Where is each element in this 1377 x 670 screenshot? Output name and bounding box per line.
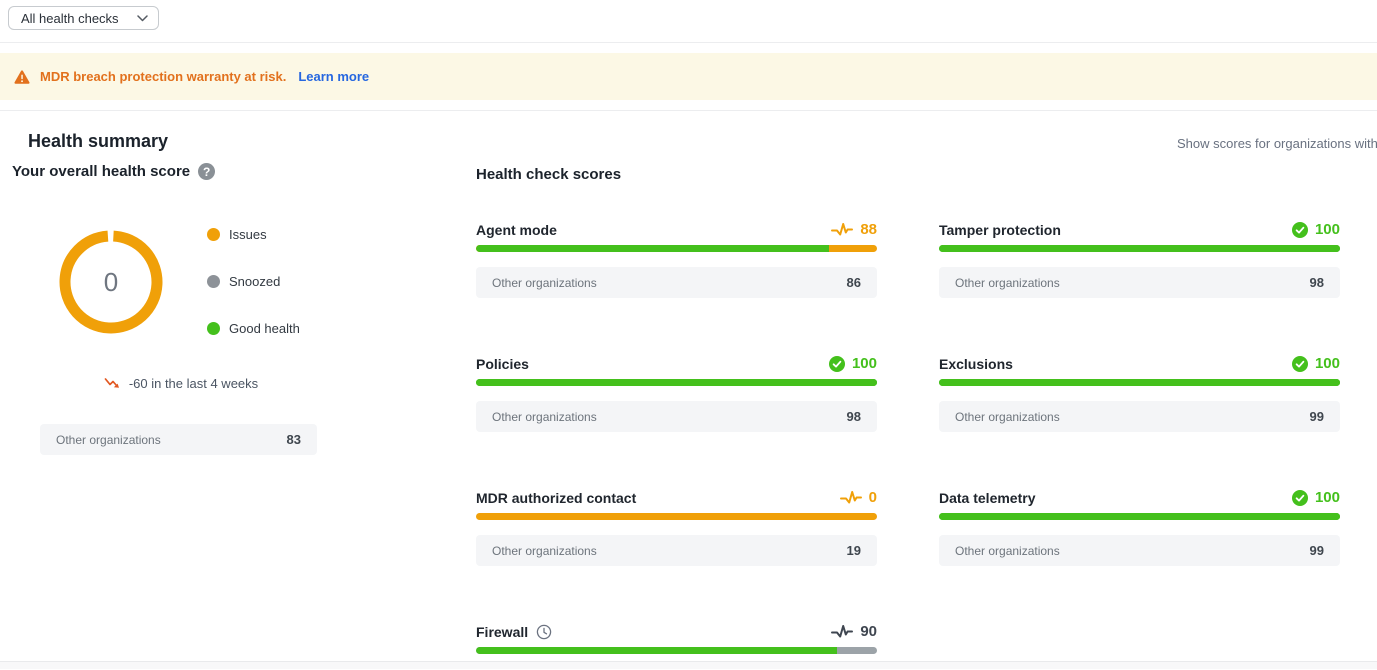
trend-down-icon [104,378,119,388]
other-organizations-label: Other organizations [955,275,1060,290]
health-check-title: Exclusions [939,355,1013,372]
check-other-organizations-row: Other organizations 99 [939,401,1340,432]
pending-clock-icon [536,624,552,640]
banner-message: MDR breach protection warranty at risk. [40,69,287,84]
status-icon [831,222,854,237]
score-progress-bar [939,513,1340,520]
check-other-organizations-row: Other organizations 99 [939,535,1340,566]
other-organizations-label: Other organizations [492,543,597,558]
legend-item: Snoozed [207,273,300,289]
health-check-title: Firewall [476,623,529,640]
health-check-card: MDR authorized contact 0 Other organizat… [476,489,877,566]
warning-banner: MDR breach protection warranty at risk. … [0,53,1377,100]
health-check-title: Policies [476,355,529,372]
health-check-title: Tamper protection [939,221,1061,238]
health-check-card: Agent mode 88 Other organizations 86 [476,221,877,298]
help-icon[interactable]: ? [198,163,216,180]
other-organizations-value: 86 [846,275,861,290]
check-other-organizations-row: Other organizations 19 [476,535,877,566]
warning-triangle-icon [14,69,30,84]
health-check-score: 0 [868,489,877,506]
other-organizations-value: 99 [1309,409,1324,424]
health-check-score: 100 [1314,355,1340,372]
health-check-title: Data telemetry [939,489,1036,506]
health-check-card: Firewall 90 [476,623,877,670]
filter-selected-value: All health checks [21,10,119,26]
legend-label: Good health [229,320,300,336]
health-check-score: 88 [860,221,877,238]
health-check-scores-title: Health check scores [476,166,622,183]
health-check-card: Policies 100 Other organizations 98 [476,355,877,432]
status-icon [828,355,845,372]
legend-dot [207,274,220,288]
divider [0,661,1377,662]
overall-health-donut-chart: 0 [55,226,167,338]
trend-row: -60 in the last 4 weeks [0,376,362,391]
show-scores-note: Show scores for organizations with [1177,136,1377,151]
status-icon [1291,489,1308,506]
health-check-score: 100 [851,355,877,372]
legend-label: Snoozed [229,273,281,289]
overall-health-score-label: Your overall health score [12,163,191,180]
legend-item: Issues [207,226,300,242]
legend-item: Good health [207,320,300,336]
other-organizations-value: 98 [1309,275,1324,290]
page-bottom-strip [0,662,1377,669]
filter-bar: All health checks [0,0,1377,43]
status-icon [831,624,854,639]
legend-dot [207,227,220,241]
donut-legend: Issues Snoozed Good health [207,226,300,336]
score-progress-bar [476,245,877,252]
other-organizations-value: 83 [286,432,301,447]
chevron-down-icon [137,14,148,21]
other-organizations-label: Other organizations [492,409,597,424]
health-check-title: Agent mode [476,221,557,238]
other-organizations-label: Other organizations [955,409,1060,424]
health-check-score: 100 [1314,489,1340,506]
score-progress-bar [476,513,877,520]
other-organizations-value: 98 [846,409,861,424]
score-progress-bar [476,647,877,654]
health-summary-section: Health summary Show scores for organizat… [0,111,1377,669]
status-icon [1291,221,1308,238]
trend-text: -60 in the last 4 weeks [128,376,259,391]
health-check-grid: Agent mode 88 Other organizations 86 [476,221,1340,670]
legend-dot [207,321,220,335]
check-other-organizations-row: Other organizations 98 [939,267,1340,298]
overall-other-organizations-row: Other organizations 83 [40,424,317,455]
health-check-score: 90 [860,623,877,640]
health-check-card: Exclusions 100 Other organizations 99 [939,355,1340,432]
other-organizations-value: 19 [846,543,861,558]
divider [0,110,1377,111]
score-progress-bar [939,245,1340,252]
health-check-filter-dropdown[interactable]: All health checks [8,6,159,30]
page-title: Health summary [28,131,169,151]
other-organizations-label: Other organizations [56,432,161,447]
check-other-organizations-row: Other organizations 86 [476,267,877,298]
score-progress-bar [939,379,1340,386]
health-check-card: Tamper protection 100 Other organization… [939,221,1340,298]
overall-score-value: 0 [103,266,119,297]
other-organizations-value: 99 [1309,543,1324,558]
learn-more-link[interactable]: Learn more [298,69,370,84]
legend-label: Issues [229,226,267,242]
health-check-title: MDR authorized contact [476,489,637,506]
other-organizations-label: Other organizations [492,275,597,290]
other-organizations-label: Other organizations [955,543,1060,558]
score-progress-bar [476,379,877,386]
check-other-organizations-row: Other organizations 98 [476,401,877,432]
status-icon [1291,355,1308,372]
health-check-card: Data telemetry 100 Other organizations 9… [939,489,1340,566]
status-icon [839,490,862,505]
health-check-score: 100 [1314,221,1340,238]
